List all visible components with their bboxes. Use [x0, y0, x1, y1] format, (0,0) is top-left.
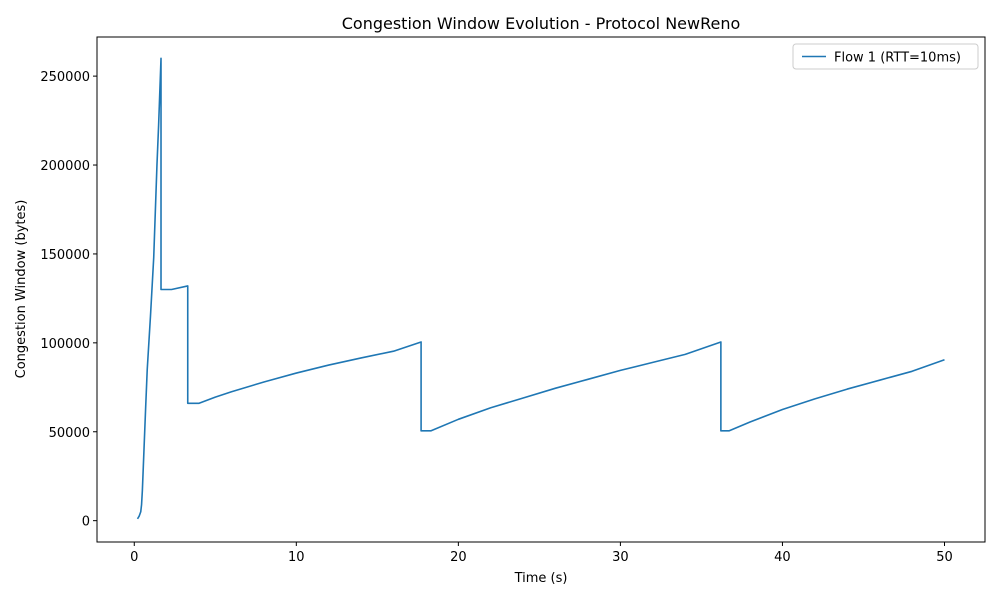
plot-area: 0 10 20 30 40 50 0 50000 100000 150000 200000 25000…	[40, 36, 986, 565]
x-tick-label: 10	[288, 550, 305, 565]
legend-box	[792, 43, 979, 70]
y-tick-label: 200000	[40, 159, 90, 174]
x-tick-label: 40	[774, 550, 791, 565]
y-axis-title: Congestion Window (bytes)	[14, 200, 29, 379]
legend-label: Flow 1 (RTT=10ms)	[834, 51, 961, 66]
x-tick-label: 20	[450, 550, 467, 565]
chart-title: Congestion Window Evolution - Protocol N…	[342, 14, 741, 33]
x-tick-label: 0	[130, 550, 138, 565]
y-tick-label: 0	[82, 515, 90, 530]
x-tick-label: 50	[936, 550, 953, 565]
y-tick-label: 250000	[40, 70, 90, 85]
series-line-1	[136, 57, 945, 520]
plot-frame	[96, 36, 986, 543]
y-tick-label: 50000	[49, 426, 90, 441]
x-axis-title: Time (s)	[514, 571, 568, 586]
legend: Flow 1 (RTT=10ms)	[792, 43, 979, 70]
x-tick-label: 30	[612, 550, 629, 565]
y-tick-label: 100000	[40, 337, 90, 352]
y-tick-label: 150000	[40, 248, 90, 263]
